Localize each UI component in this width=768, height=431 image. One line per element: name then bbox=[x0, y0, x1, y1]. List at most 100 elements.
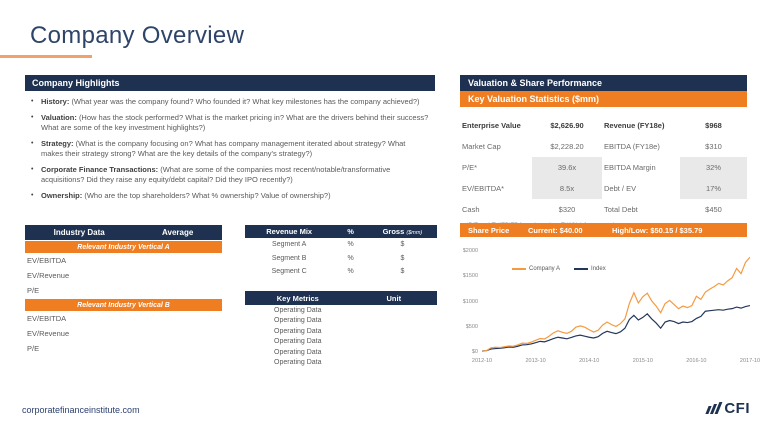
stat-label: Debt / EV bbox=[604, 184, 637, 193]
stat-value: $450 bbox=[705, 205, 722, 214]
index-line-swatch bbox=[574, 268, 589, 270]
valuation-section: Valuation & Share Performance Key Valuat… bbox=[460, 75, 747, 229]
stat-value: $968 bbox=[705, 121, 722, 130]
stat-label: Market Cap bbox=[462, 142, 501, 151]
cfi-logo-text: CFI bbox=[724, 400, 750, 417]
table-row: P/E bbox=[27, 344, 40, 353]
revenue-mix-section: Revenue Mix % Gross ($mm) Segment A % $ … bbox=[245, 225, 437, 279]
table-row: Operating Data bbox=[274, 338, 322, 346]
page-title: Company Overview bbox=[30, 22, 245, 49]
segment-pct: % bbox=[347, 254, 354, 262]
stat-label: Total Debt bbox=[604, 205, 638, 214]
stat-value: $310 bbox=[705, 142, 722, 151]
stat-label: Revenue (FY18e) bbox=[604, 121, 665, 130]
table-row: Market Cap $2,228.20 EBITDA (FY18e) $310 bbox=[460, 136, 747, 157]
y-tick-label: $1500 bbox=[462, 273, 478, 280]
y-tick-label: $0 bbox=[471, 349, 478, 355]
bullet-label: Strategy: bbox=[41, 139, 74, 149]
line-chart bbox=[482, 252, 750, 355]
share-price-chart: $2000 $1500 $1000 $500 $0 Company A Inde… bbox=[458, 244, 760, 370]
x-tick-label: 2013-10 bbox=[525, 358, 546, 364]
segment-pct: % bbox=[347, 241, 354, 249]
list-item: • Ownership: (Who are the top shareholde… bbox=[25, 191, 435, 201]
key-metrics-title: Key Metrics bbox=[276, 293, 319, 303]
list-item: • Valuation: (How has the stock performe… bbox=[25, 113, 435, 133]
industry-vertical-a-band: Relevant Industry Vertical A bbox=[25, 241, 222, 253]
chart-x-axis: 2012-10 2013-10 2014-10 2015-10 2016-10 … bbox=[472, 358, 760, 366]
bullet-text: (How has the stock performed? What is th… bbox=[41, 113, 429, 132]
industry-average-column-header: Average bbox=[162, 228, 194, 237]
bullet-text: (What is the company focusing on? What h… bbox=[41, 139, 406, 158]
bullet-marker-icon: • bbox=[31, 166, 34, 174]
table-row: P/E* 39.6x EBITDA Margin 32% bbox=[460, 157, 747, 178]
key-metrics-header: Key Metrics Unit bbox=[245, 291, 437, 305]
x-tick-label: 2016-10 bbox=[686, 358, 707, 364]
share-price-current: Current: $40.00 bbox=[528, 225, 583, 235]
table-row: Enterprise Value $2,626.90 Revenue (FY18… bbox=[460, 115, 747, 136]
x-tick-label: 2017-10 bbox=[739, 358, 761, 364]
chart-legend: Company A Index bbox=[512, 266, 606, 272]
table-row: Operating Data bbox=[274, 348, 322, 356]
bullet-label: Ownership: bbox=[41, 191, 83, 201]
stat-label: EV/EBITDA* bbox=[462, 184, 505, 193]
legend-label: Company A bbox=[529, 266, 561, 272]
stat-label: Enterprise Value bbox=[462, 121, 521, 130]
stat-value-highlighted: 39.6x bbox=[532, 157, 602, 178]
bullet-text: (What year was the company found? Who fo… bbox=[71, 97, 420, 106]
bullet-text: (Who are the top shareholders? What % ow… bbox=[84, 191, 331, 201]
table-row: Segment B % $ bbox=[245, 252, 437, 266]
share-price-label: Share Price bbox=[468, 225, 510, 235]
stat-value: $2,228.20 bbox=[550, 142, 584, 151]
bullet-label: Corporate Finance Transactions: bbox=[41, 165, 159, 175]
bullet-label: History: bbox=[41, 97, 70, 106]
stat-value: $320 bbox=[558, 205, 576, 214]
segment-name: Segment B bbox=[271, 254, 307, 262]
y-tick-label: $500 bbox=[465, 323, 478, 330]
title-underline bbox=[0, 55, 92, 58]
slide-stepper-nav: 1 2 3 4 5 Company Overview Industry Over… bbox=[0, 378, 768, 424]
stat-value-highlighted: 32% bbox=[680, 157, 747, 178]
stat-label: EBITDA (FY18e) bbox=[604, 142, 660, 151]
legend-item: Index bbox=[574, 266, 606, 272]
table-row: Operating Data bbox=[274, 327, 322, 335]
table-row: Operating Data bbox=[274, 359, 322, 367]
share-price-bar: Share Price Current: $40.00 High/Low: $5… bbox=[460, 223, 747, 237]
table-row: Operating Data bbox=[274, 317, 322, 325]
chart-y-axis: $2000 $1500 $1000 $500 $0 bbox=[458, 248, 478, 355]
x-tick-label: 2015-10 bbox=[632, 358, 653, 364]
table-row: Segment A % $ bbox=[245, 238, 437, 252]
industry-data-section: Industry Data Average Relevant Industry … bbox=[25, 225, 222, 356]
legend-label: Index bbox=[591, 266, 606, 272]
y-tick-label: $1000 bbox=[462, 298, 478, 305]
company-highlights-section: Company Highlights • History: (What year… bbox=[25, 75, 435, 208]
company-highlights-header: Company Highlights bbox=[25, 75, 435, 91]
stat-label: Cash bbox=[462, 205, 480, 214]
table-row: EV/EBITDA bbox=[27, 314, 67, 323]
key-metrics-section: Key Metrics Unit Operating Data Operatin… bbox=[245, 291, 437, 368]
segment-name: Segment A bbox=[272, 241, 307, 249]
table-row: Segment C % $ bbox=[245, 265, 437, 279]
unit-column-header: Unit bbox=[386, 293, 402, 303]
website-link[interactable]: corporatefinanceinstitute.com bbox=[22, 405, 140, 415]
bullet-marker-icon: • bbox=[31, 98, 34, 105]
industry-vertical-b-band: Relevant Industry Vertical B bbox=[25, 299, 222, 311]
y-tick-label: $2000 bbox=[462, 248, 478, 254]
segment-pct: % bbox=[347, 268, 354, 276]
segment-gross: $ bbox=[400, 241, 405, 249]
key-valuation-stats-header: Key Valuation Statistics ($mm) bbox=[460, 91, 747, 107]
x-tick-label: 2012-10 bbox=[471, 358, 493, 364]
bullet-text: (What are some of the companies most rec… bbox=[41, 165, 391, 184]
gross-column-header: Gross ($mm) bbox=[382, 227, 423, 236]
list-item: • History: (What year was the company fo… bbox=[25, 97, 435, 107]
table-row: EV/Revenue bbox=[27, 271, 70, 280]
stat-value-highlighted: 8.5x bbox=[532, 178, 602, 199]
valuation-section-header: Valuation & Share Performance bbox=[460, 75, 747, 91]
list-item: • Corporate Finance Transactions: (What … bbox=[25, 165, 435, 185]
share-price-high-low: High/Low: $50.15 / $35.79 bbox=[612, 225, 703, 235]
bullet-marker-icon: • bbox=[31, 140, 34, 148]
table-row: Operating Data bbox=[274, 306, 322, 314]
gross-unit-label: ($mm) bbox=[406, 230, 423, 236]
segment-gross: $ bbox=[400, 268, 405, 276]
bullet-label: Valuation: bbox=[41, 113, 77, 123]
